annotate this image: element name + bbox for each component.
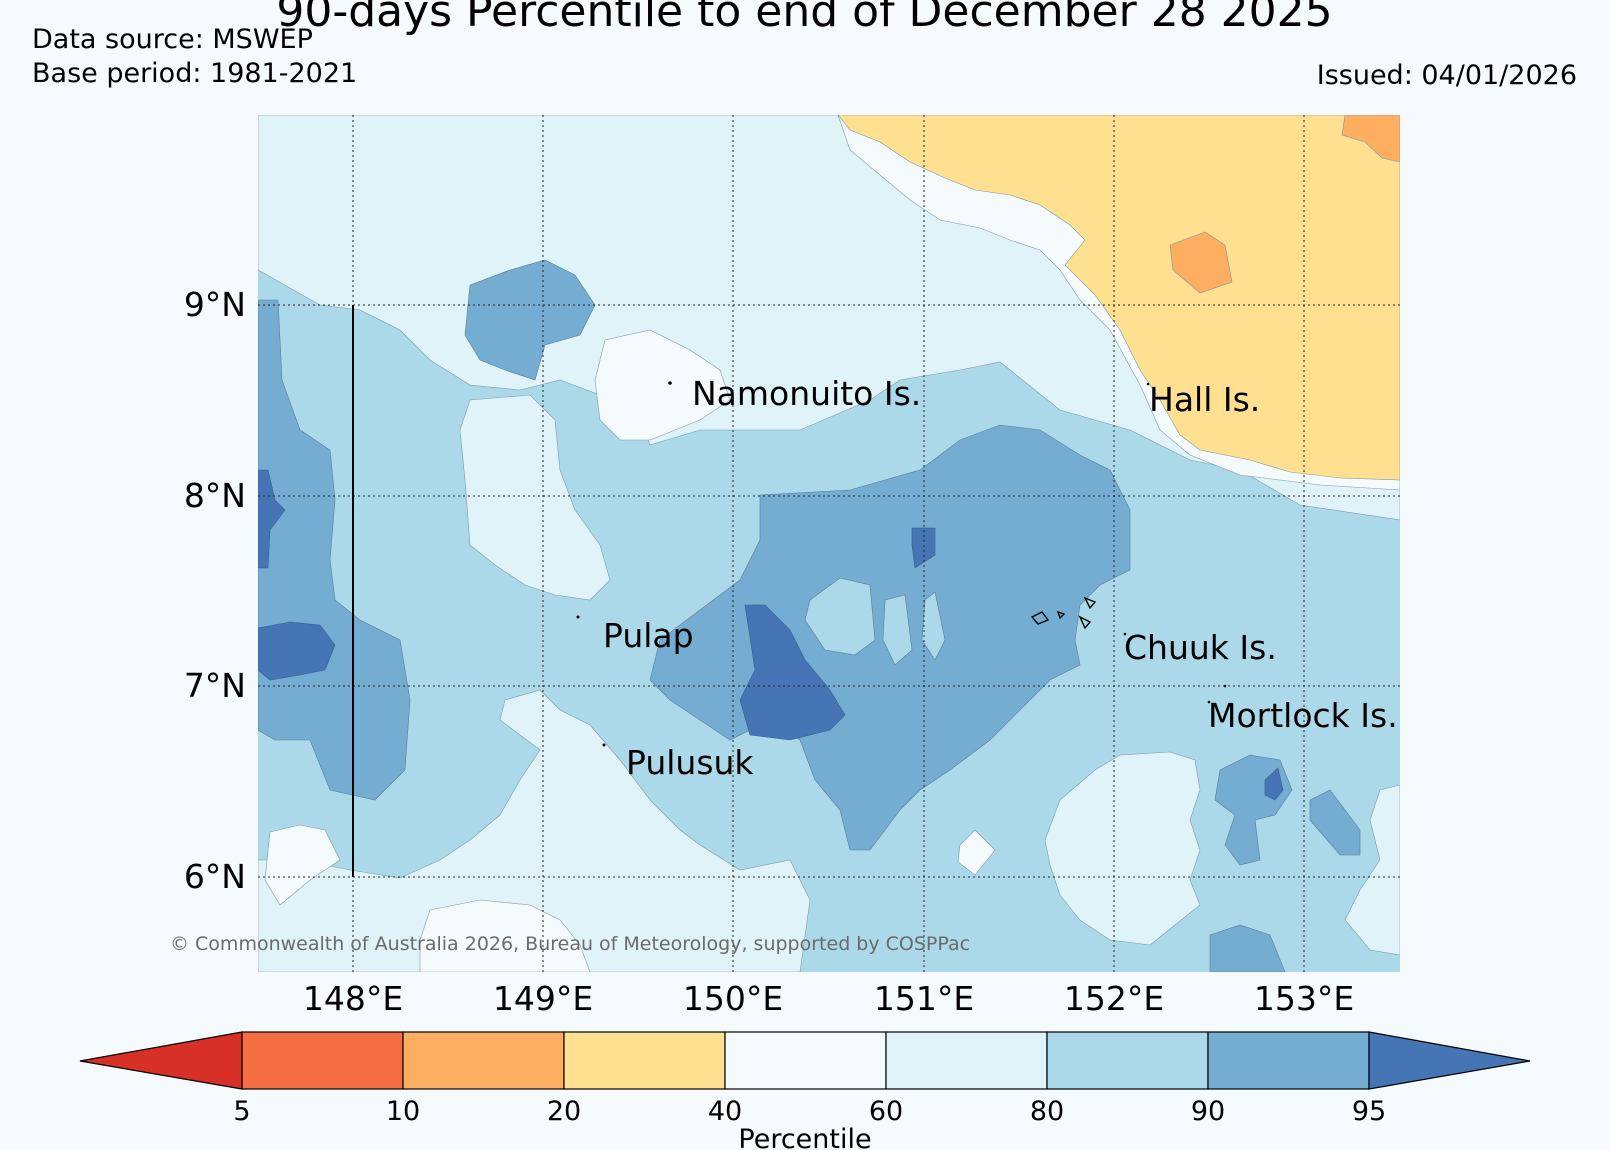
lon-label-149: 149°E: [493, 979, 593, 1018]
label-mortlock: Mortlock Is.: [1208, 696, 1398, 735]
label-pulap: Pulap: [603, 616, 694, 655]
colorbar-segment-20-40: [563, 1031, 726, 1090]
region-above-95-west: [258, 621, 336, 681]
region-40-60-southwest: [264, 824, 341, 906]
region-40-60-small: [957, 829, 996, 876]
colorbar-tick-80: 80: [1030, 1096, 1064, 1127]
longitude-labels: 148°E 149°E 150°E 151°E 152°E 153°E: [303, 979, 1354, 1018]
colorbar-tick-20: 20: [547, 1096, 581, 1127]
lon-label-152: 152°E: [1064, 979, 1164, 1018]
chuuk-island-outlines: [1030, 596, 1097, 630]
region-above-95-southeast: [1264, 767, 1284, 801]
region-10-20-b: [1341, 115, 1400, 163]
latitude-labels: 9°N 8°N 7°N 6°N: [184, 285, 246, 896]
lat-label-6n: 6°N: [184, 857, 246, 896]
colorbar-tick-10: 10: [386, 1096, 420, 1127]
lon-label-153: 153°E: [1254, 979, 1354, 1018]
colorbar-tick-95: 95: [1352, 1096, 1386, 1127]
lon-label-148: 148°E: [303, 979, 403, 1018]
label-namonuito: Namonuito Is.: [692, 374, 921, 413]
colorbar-extend-low: [79, 1031, 243, 1090]
lat-label-9n: 9°N: [184, 285, 246, 324]
region-10-20-a: [1169, 231, 1233, 294]
colorbar-segment-10-20: [402, 1031, 565, 1090]
copyright-text: © Commonwealth of Australia 2026, Bureau…: [170, 933, 970, 955]
region-90-95-northwest: [464, 259, 596, 381]
label-hall: Hall Is.: [1149, 380, 1260, 419]
region-20-40: [837, 115, 1400, 481]
region-40-60-south: [419, 899, 591, 972]
colorbar-label: Percentile: [738, 1124, 871, 1150]
colorbar-tick-5: 5: [233, 1096, 250, 1127]
island-dots: [576, 381, 1227, 747]
lon-label-151: 151°E: [874, 979, 974, 1018]
colorbar: 5 10 20 40 60 80 90 95 Percentile: [79, 1031, 1531, 1150]
issued-date-text: Issued: 04/01/2026: [1316, 60, 1577, 91]
graticule: [258, 115, 1400, 972]
region-above-95-small: [911, 527, 936, 569]
colorbar-tick-40: 40: [708, 1096, 742, 1127]
label-chuuk: Chuuk Is.: [1124, 628, 1277, 667]
colorbar-tick-60: 60: [869, 1096, 903, 1127]
region-90-95-east-small: [1309, 789, 1361, 856]
label-pulusuk: Pulusuk: [626, 743, 754, 782]
colorbar-segment-40-60: [724, 1031, 887, 1090]
region-90-95-south: [1209, 924, 1286, 972]
region-80-90-inner-c: [921, 591, 946, 661]
region-60-80-middle: [459, 394, 611, 601]
lon-label-150: 150°E: [683, 979, 783, 1018]
colorbar-tick-90: 90: [1191, 1096, 1225, 1127]
region-40-60-center: [594, 329, 731, 441]
map-area: Namonuito Is. Hall Is. Pulap Chuuk Is. M…: [258, 115, 1400, 972]
lat-label-7n: 7°N: [184, 666, 246, 705]
colorbar-segment-80-90: [1046, 1031, 1209, 1090]
colorbar-segment-5-10: [241, 1031, 404, 1090]
colorbar-segment-90-95: [1207, 1031, 1370, 1090]
region-80-90-inner-b: [882, 594, 913, 666]
map-title: 90-days Percentile to end of December 28…: [276, 0, 1333, 37]
region-above-95-edge: [258, 469, 286, 569]
region-60-80-south: [258, 689, 811, 972]
region-above-95-central: [739, 604, 846, 741]
region-60-80-east-edge: [1344, 784, 1400, 956]
region-60-80-southeast: [1044, 751, 1201, 946]
data-source-text: Data source: MSWEP: [32, 24, 313, 55]
colorbar-extend-high: [1368, 1031, 1531, 1090]
lat-label-8n: 8°N: [184, 476, 246, 515]
base-period-text: Base period: 1981-2021: [32, 58, 358, 89]
region-80-90-inner-a: [804, 577, 876, 656]
colorbar-segment-60-80: [885, 1031, 1048, 1090]
colorbar-ticks: 5 10 20 40 60 80 90 95 Percentile: [233, 1096, 1386, 1150]
